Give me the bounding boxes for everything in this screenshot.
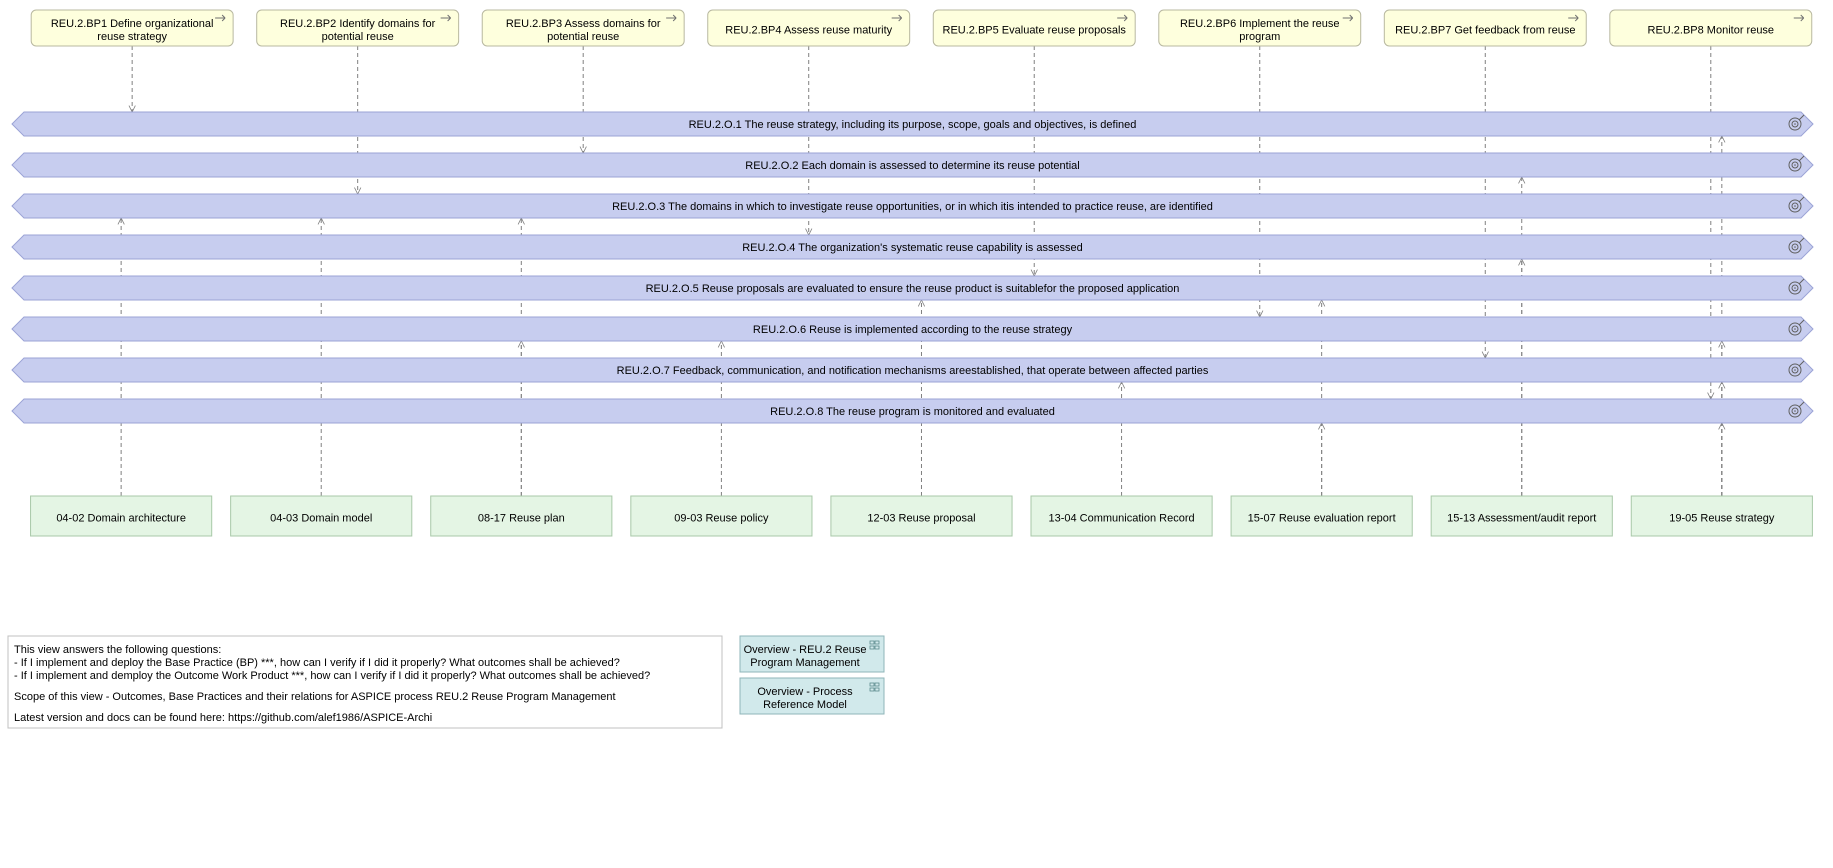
outcome-bar[interactable]: REU.2.O.5 Reuse proposals are evaluated … <box>12 276 1813 300</box>
svg-text:REU.2.O.6 Reuse is implemented: REU.2.O.6 Reuse is implemented according… <box>753 324 1073 336</box>
wp-node[interactable]: 13-04 Communication Record <box>1031 496 1212 536</box>
svg-text:potential reuse: potential reuse <box>547 31 619 43</box>
svg-text:REU.2.BP5 Evaluate reuse propo: REU.2.BP5 Evaluate reuse proposals <box>943 25 1127 37</box>
svg-text:15-13 Assessment/audit report: 15-13 Assessment/audit report <box>1447 513 1596 525</box>
svg-text:This view answers the followin: This view answers the following question… <box>14 644 221 656</box>
svg-text:15-07 Reuse evaluation report: 15-07 Reuse evaluation report <box>1248 513 1396 525</box>
outcome-bar[interactable]: REU.2.O.6 Reuse is implemented according… <box>12 317 1813 341</box>
wp-node[interactable]: 19-05 Reuse strategy <box>1631 496 1812 536</box>
bp-node[interactable]: REU.2.BP3 Assess domains forpotential re… <box>482 10 684 46</box>
overview-link[interactable]: Overview - REU.2 ReuseProgram Management <box>740 636 884 672</box>
svg-text:- If I implement and demploy t: - If I implement and demploy the Outcome… <box>14 670 650 682</box>
outcome-bar[interactable]: REU.2.O.7 Feedback, communication, and n… <box>12 358 1813 382</box>
svg-text:04-02 Domain architecture: 04-02 Domain architecture <box>56 513 186 525</box>
outcome-bar[interactable]: REU.2.O.2 Each domain is assessed to det… <box>12 153 1813 177</box>
svg-text:REU.2.O.5 Reuse proposals are: REU.2.O.5 Reuse proposals are evaluated … <box>646 283 1180 295</box>
svg-text:reuse strategy: reuse strategy <box>97 31 167 43</box>
bp-node[interactable]: REU.2.BP6 Implement the reuseprogram <box>1159 10 1361 46</box>
outcome-bar[interactable]: REU.2.O.8 The reuse program is monitored… <box>12 399 1813 423</box>
bp-node[interactable]: REU.2.BP7 Get feedback from reuse <box>1384 10 1586 46</box>
svg-text:REU.2.BP8 Monitor reuse: REU.2.BP8 Monitor reuse <box>1648 25 1775 37</box>
svg-text:REU.2.BP3 Assess domains for: REU.2.BP3 Assess domains for <box>506 18 661 30</box>
svg-text:REU.2.BP1 Define organizationa: REU.2.BP1 Define organizational <box>51 18 214 30</box>
outcome-bar[interactable]: REU.2.O.1 The reuse strategy, including … <box>12 112 1813 136</box>
overview-link[interactable]: Overview - ProcessReference Model <box>740 678 884 714</box>
wp-node[interactable]: 08-17 Reuse plan <box>431 496 612 536</box>
svg-text:09-03 Reuse policy: 09-03 Reuse policy <box>674 513 769 525</box>
bp-node[interactable]: REU.2.BP4 Assess reuse maturity <box>708 10 910 46</box>
outcome-bar[interactable]: REU.2.O.4 The organization's systematic … <box>12 235 1813 259</box>
svg-text:Overview - REU.2 Reuse: Overview - REU.2 Reuse <box>744 644 867 656</box>
svg-text:Scope of this view - Outcomes,: Scope of this view - Outcomes, Base Prac… <box>14 691 616 703</box>
svg-text:REU.2.O.8 The reuse program is: REU.2.O.8 The reuse program is monitored… <box>770 406 1055 418</box>
bp-node[interactable]: REU.2.BP1 Define organizationalreuse str… <box>31 10 233 46</box>
svg-text:REU.2.O.1 The reuse strategy,: REU.2.O.1 The reuse strategy, including … <box>689 119 1137 131</box>
process-diagram: REU.2.BP1 Define organizationalreuse str… <box>0 0 1833 868</box>
svg-text:13-04 Communication Record: 13-04 Communication Record <box>1048 513 1194 525</box>
svg-text:potential reuse: potential reuse <box>322 31 394 43</box>
nodes-layer: REU.2.BP1 Define organizationalreuse str… <box>8 10 1813 728</box>
bp-node[interactable]: REU.2.BP5 Evaluate reuse proposals <box>933 10 1135 46</box>
bp-node[interactable]: REU.2.BP2 Identify domains forpotential … <box>257 10 459 46</box>
wp-node[interactable]: 15-13 Assessment/audit report <box>1431 496 1612 536</box>
outcome-bar[interactable]: REU.2.O.3 The domains in which to invest… <box>12 194 1813 218</box>
wp-node[interactable]: 04-02 Domain architecture <box>31 496 212 536</box>
wp-node[interactable]: 12-03 Reuse proposal <box>831 496 1012 536</box>
svg-text:Latest version and docs can be: Latest version and docs can be found her… <box>14 712 432 724</box>
svg-text:REU.2.BP6 Implement the reuse: REU.2.BP6 Implement the reuse <box>1180 18 1340 30</box>
svg-text:REU.2.O.2 Each domain is asses: REU.2.O.2 Each domain is assessed to det… <box>745 160 1079 172</box>
wp-node[interactable]: 04-03 Domain model <box>231 496 412 536</box>
svg-text:08-17 Reuse plan: 08-17 Reuse plan <box>478 513 565 525</box>
svg-text:Program Management: Program Management <box>750 657 859 669</box>
svg-text:Overview - Process: Overview - Process <box>757 686 853 698</box>
svg-text:- If I implement and deploy th: - If I implement and deploy the Base Pra… <box>14 657 620 669</box>
svg-text:program: program <box>1239 31 1280 43</box>
svg-text:04-03 Domain model: 04-03 Domain model <box>270 513 372 525</box>
bp-node[interactable]: REU.2.BP8 Monitor reuse <box>1610 10 1812 46</box>
svg-text:REU.2.O.4 The organization's s: REU.2.O.4 The organization's systematic … <box>742 242 1083 254</box>
svg-text:19-05 Reuse strategy: 19-05 Reuse strategy <box>1669 513 1775 525</box>
svg-text:12-03 Reuse proposal: 12-03 Reuse proposal <box>867 513 975 525</box>
svg-text:REU.2.BP4 Assess reuse maturit: REU.2.BP4 Assess reuse maturity <box>725 25 892 37</box>
wp-node[interactable]: 15-07 Reuse evaluation report <box>1231 496 1412 536</box>
svg-text:REU.2.O.7 Feedback, communicat: REU.2.O.7 Feedback, communication, and n… <box>617 365 1209 377</box>
svg-text:REU.2.BP2 Identify domains for: REU.2.BP2 Identify domains for <box>280 18 436 30</box>
wp-node[interactable]: 09-03 Reuse policy <box>631 496 812 536</box>
description-note: This view answers the following question… <box>8 636 722 728</box>
svg-text:REU.2.O.3 The domains in which: REU.2.O.3 The domains in which to invest… <box>612 201 1213 213</box>
svg-text:Reference Model: Reference Model <box>763 699 847 711</box>
svg-text:REU.2.BP7 Get feedback from re: REU.2.BP7 Get feedback from reuse <box>1395 25 1575 37</box>
